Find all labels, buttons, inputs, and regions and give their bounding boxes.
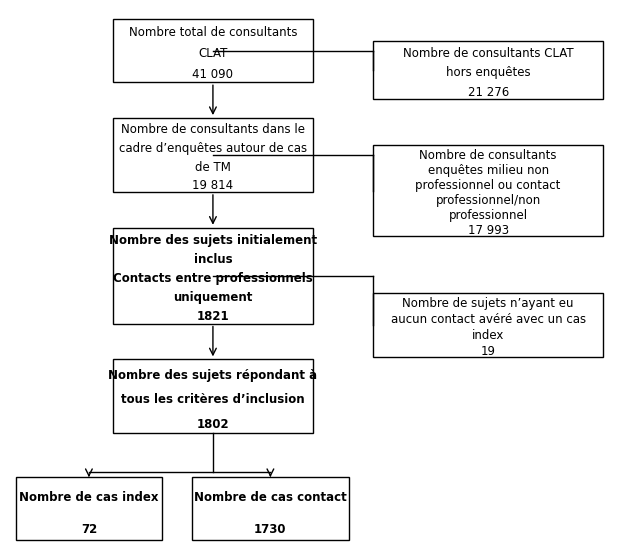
Text: 21 276: 21 276 xyxy=(468,85,509,99)
Text: index: index xyxy=(472,329,504,342)
Text: Nombre de consultants: Nombre de consultants xyxy=(420,148,557,162)
FancyBboxPatch shape xyxy=(16,477,161,540)
FancyBboxPatch shape xyxy=(192,477,349,540)
FancyBboxPatch shape xyxy=(373,145,603,236)
Text: de TM: de TM xyxy=(195,161,231,173)
Text: CLAT: CLAT xyxy=(198,48,227,60)
FancyBboxPatch shape xyxy=(113,359,313,433)
Text: enquêtes milieu non: enquêtes milieu non xyxy=(428,164,549,177)
Text: professionnel: professionnel xyxy=(449,209,528,222)
Text: Nombre de cas contact: Nombre de cas contact xyxy=(194,491,347,504)
FancyBboxPatch shape xyxy=(373,41,603,99)
Text: professionnel/non: professionnel/non xyxy=(436,194,541,207)
Text: Nombre total de consultants: Nombre total de consultants xyxy=(129,27,297,39)
Text: 1821: 1821 xyxy=(197,310,229,324)
Text: 1802: 1802 xyxy=(197,418,229,431)
Text: uniquement: uniquement xyxy=(173,291,253,304)
Text: cadre d’enquêtes autour de cas: cadre d’enquêtes autour de cas xyxy=(119,142,307,155)
Text: Nombre de consultants CLAT: Nombre de consultants CLAT xyxy=(403,47,574,60)
FancyBboxPatch shape xyxy=(373,294,603,357)
Text: 1730: 1730 xyxy=(254,523,287,536)
Text: Nombre des sujets initialement: Nombre des sujets initialement xyxy=(109,234,317,247)
Text: inclus: inclus xyxy=(193,253,232,266)
FancyBboxPatch shape xyxy=(113,118,313,192)
Text: professionnel ou contact: professionnel ou contact xyxy=(415,179,561,192)
Text: Nombre des sujets répondant à: Nombre des sujets répondant à xyxy=(108,369,318,382)
Text: 17 993: 17 993 xyxy=(468,224,509,237)
Text: Contacts entre professionnels: Contacts entre professionnels xyxy=(113,272,313,285)
Text: tous les critères d’inclusion: tous les critères d’inclusion xyxy=(121,393,305,407)
Text: 19 814: 19 814 xyxy=(192,179,234,192)
FancyBboxPatch shape xyxy=(113,228,313,324)
Text: aucun contact avéré avec un cas: aucun contact avéré avec un cas xyxy=(391,313,586,326)
Text: hors enquêtes: hors enquêtes xyxy=(446,66,530,79)
Text: 72: 72 xyxy=(81,523,97,536)
Text: 19: 19 xyxy=(481,345,496,357)
FancyBboxPatch shape xyxy=(113,19,313,83)
Text: Nombre de sujets n’ayant eu: Nombre de sujets n’ayant eu xyxy=(402,297,574,310)
Text: Nombre de cas index: Nombre de cas index xyxy=(19,491,159,504)
Text: 41 090: 41 090 xyxy=(192,69,234,81)
Text: Nombre de consultants dans le: Nombre de consultants dans le xyxy=(121,124,305,136)
